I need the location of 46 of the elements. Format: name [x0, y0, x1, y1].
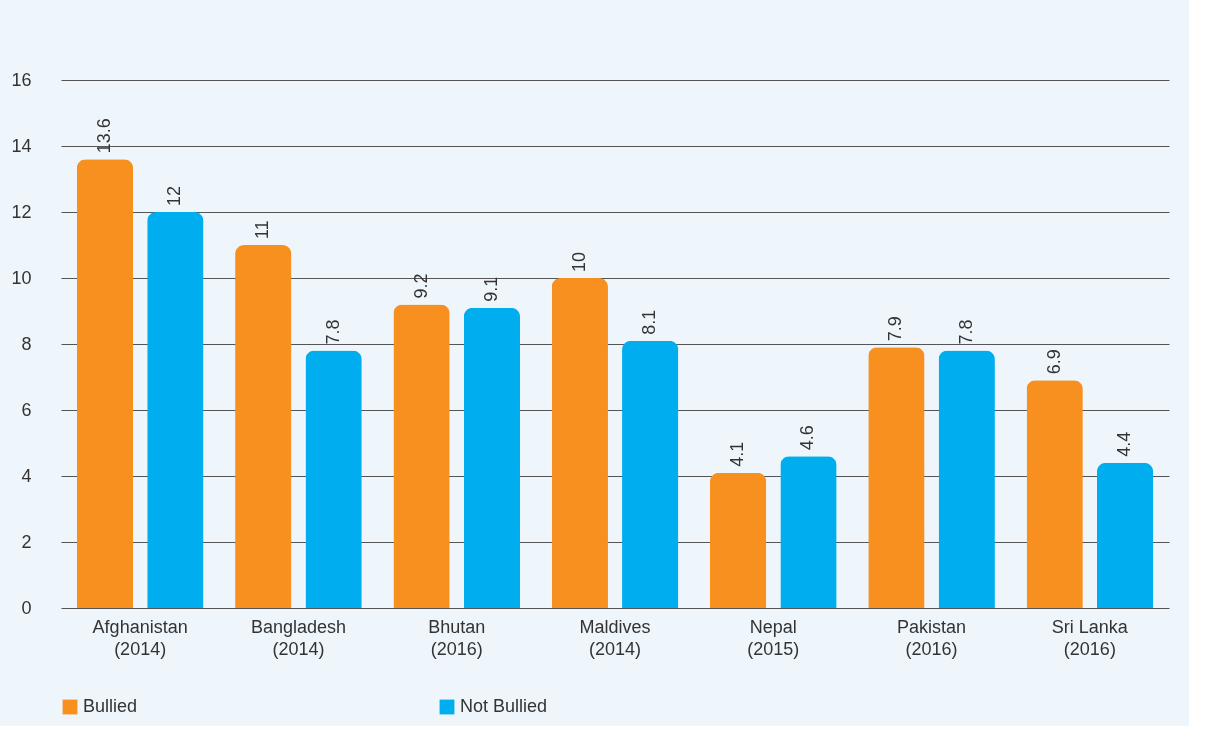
y-tick-label: 10: [11, 267, 32, 288]
y-tick-label: 2: [21, 531, 32, 552]
x-tick-label: Afghanistan (2014): [92, 616, 188, 659]
bar: [393, 304, 450, 608]
bar: [1026, 380, 1083, 608]
y-tick-label: 12: [11, 201, 32, 222]
bar: [551, 278, 608, 608]
x-tick-label: Maldives (2014): [579, 616, 651, 659]
y-tick-label: 0: [21, 597, 32, 618]
bar: [780, 456, 837, 608]
bar: [709, 472, 767, 608]
legend-label: Bullied: [83, 696, 138, 716]
bar: [938, 350, 995, 608]
data-label: 4.4: [1114, 431, 1135, 457]
data-label: 6.9: [1043, 349, 1064, 375]
data-label: 4.1: [727, 441, 748, 467]
y-tick-label: 6: [21, 399, 32, 420]
legend-label: Not Bullied: [460, 696, 548, 716]
bar: [235, 245, 292, 608]
y-tick-label: 4: [21, 465, 32, 486]
data-label: 10: [568, 251, 589, 272]
y-tick-label: 14: [11, 135, 32, 156]
data-label: 7.8: [955, 319, 976, 345]
data-label: 11: [252, 220, 273, 239]
bar: [463, 307, 521, 608]
data-label: 9.1: [480, 276, 501, 302]
y-tick-label: 8: [21, 333, 32, 354]
data-label: 13.6: [93, 118, 114, 154]
data-label: 12: [164, 185, 185, 206]
data-label: 4.6: [797, 425, 818, 451]
bar: [305, 350, 362, 608]
bar: [1096, 462, 1154, 608]
data-label: 7.8: [322, 319, 343, 345]
y-tick-label: 16: [11, 69, 32, 90]
data-label: 8.1: [639, 309, 660, 335]
x-tick-label: Pakistan (2016): [897, 616, 967, 659]
bar: [76, 159, 134, 608]
x-tick-label: Bangladesh (2014): [250, 616, 346, 659]
bar: [147, 212, 204, 608]
bar: [622, 340, 679, 608]
x-tick-label: Bhutan (2016): [428, 616, 486, 659]
bar: [868, 347, 925, 608]
data-label: 7.9: [885, 316, 906, 342]
x-tick-label: Sri Lanka (2016): [1051, 616, 1129, 659]
x-tick-label: Nepal (2015): [747, 616, 800, 659]
data-label: 9.2: [410, 273, 431, 299]
